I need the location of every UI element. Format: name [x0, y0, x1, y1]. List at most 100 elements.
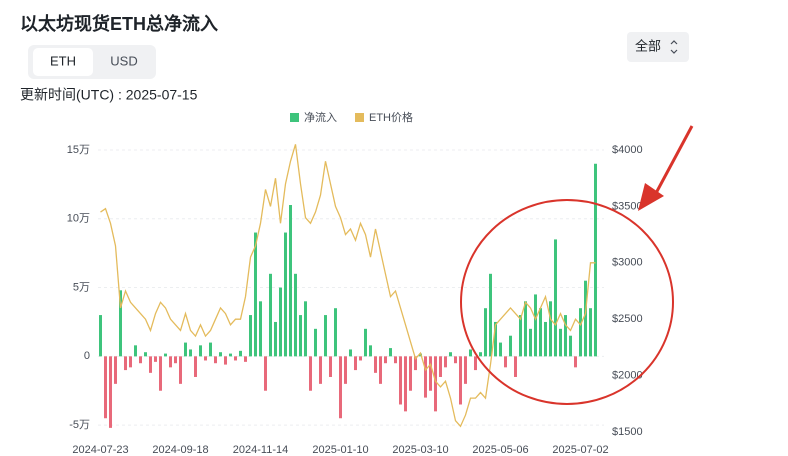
bar — [204, 356, 207, 361]
y-tick-label: 15万 — [67, 144, 90, 156]
bar — [329, 356, 332, 377]
bar — [534, 294, 537, 357]
bar — [324, 315, 327, 357]
plot: -5万 0 5万 10万 15万 $1500 $2000 $2500 $3000 $3500 $40… — [67, 110, 643, 456]
legend-swatch — [355, 113, 364, 122]
bar — [194, 356, 197, 377]
bar — [309, 356, 312, 391]
bar — [554, 239, 557, 357]
bar — [219, 352, 222, 357]
bar — [384, 356, 387, 364]
x-tick-label: 2025-07-02 — [552, 444, 608, 456]
bar — [369, 345, 372, 357]
x-tick-label: 2025-01-10 — [312, 444, 368, 456]
bar — [514, 356, 517, 377]
bar — [589, 308, 592, 357]
bar — [169, 356, 172, 368]
y2-tick-label: $3000 — [612, 257, 643, 269]
bar — [144, 352, 147, 357]
bar — [499, 342, 502, 357]
bar — [484, 308, 487, 357]
bar — [249, 315, 252, 357]
bar — [479, 352, 482, 357]
bar — [354, 356, 357, 371]
bar — [359, 356, 362, 361]
bar — [339, 356, 342, 419]
bar — [594, 163, 597, 357]
bar — [574, 356, 577, 368]
bar — [344, 356, 347, 384]
bar — [494, 321, 497, 357]
range-select[interactable] — [627, 32, 689, 62]
bar — [279, 287, 282, 357]
bar — [234, 356, 237, 361]
bar — [509, 335, 512, 357]
bar — [209, 342, 212, 357]
tab[interactable]: ETH — [50, 53, 76, 68]
bar — [444, 356, 447, 368]
bar — [99, 315, 102, 357]
bar — [439, 356, 442, 377]
bar — [259, 301, 262, 357]
bar — [139, 356, 142, 364]
bar — [179, 356, 182, 384]
bar — [429, 356, 432, 391]
x-tick-label: 2024-07-23 — [72, 444, 128, 456]
bar — [469, 349, 472, 357]
bar — [549, 301, 552, 357]
y2-tick-label: $3500 — [612, 200, 643, 212]
bar — [404, 356, 407, 412]
bar — [314, 328, 317, 357]
x-tick-label: 2024-11-14 — [233, 444, 288, 456]
bar — [109, 356, 112, 428]
page-title: 以太坊现货ETH总净流入 — [20, 13, 218, 34]
bar — [269, 273, 272, 357]
bar — [524, 301, 527, 357]
bar — [174, 356, 177, 364]
tab[interactable]: USD — [110, 53, 137, 68]
bar — [584, 280, 587, 357]
bar — [149, 356, 152, 373]
bar — [254, 232, 257, 357]
bar — [189, 349, 192, 357]
range-select-label[interactable]: 全部 — [635, 38, 661, 53]
bar — [379, 356, 382, 384]
bar — [304, 301, 307, 357]
bar — [459, 356, 462, 405]
bar — [264, 356, 267, 391]
bar — [129, 356, 132, 368]
y-tick-label: -5万 — [69, 419, 90, 431]
bar — [449, 352, 452, 357]
bar — [529, 328, 532, 357]
bar — [199, 345, 202, 357]
price-line — [100, 144, 596, 428]
bar — [434, 356, 437, 412]
bar — [284, 232, 287, 357]
bar — [214, 356, 217, 364]
bar — [544, 321, 547, 357]
arrow-head — [638, 183, 664, 211]
legend-swatch — [290, 113, 299, 122]
y2-tick-label: $2000 — [612, 370, 643, 382]
x-tick-label: 2024-09-18 — [152, 444, 208, 456]
y-tick-label: 0 — [84, 350, 90, 362]
bar — [569, 335, 572, 357]
tab-active[interactable] — [33, 48, 93, 76]
bar — [114, 356, 117, 384]
bar — [299, 315, 302, 357]
bar — [519, 315, 522, 357]
y2-tick-label: $2500 — [612, 313, 643, 325]
bar — [399, 356, 402, 405]
bar — [319, 356, 322, 384]
bar — [134, 345, 137, 357]
bar — [274, 321, 277, 357]
legend-label: 净流入 — [304, 110, 337, 124]
bar — [364, 328, 367, 357]
bar — [164, 353, 167, 357]
bar — [244, 356, 247, 362]
bar — [424, 356, 427, 398]
x-tick-label: 2025-05-06 — [472, 444, 528, 456]
x-tick-label: 2025-03-10 — [392, 444, 448, 456]
bar — [464, 356, 467, 384]
bar — [454, 356, 457, 364]
